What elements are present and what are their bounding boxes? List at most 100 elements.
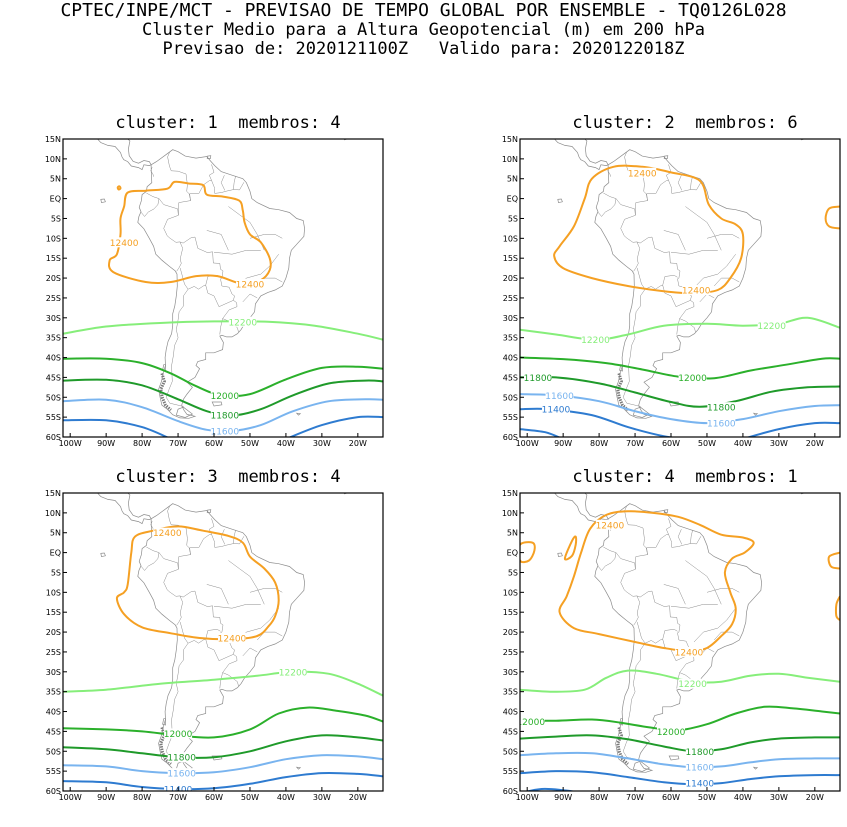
political-border — [685, 560, 722, 605]
contour-label-bg — [210, 426, 239, 437]
contour-label-bg — [595, 519, 624, 530]
lat-label: EQ — [50, 195, 61, 204]
political-border — [165, 643, 189, 762]
coastline — [594, 503, 762, 773]
lon-label: 40W — [277, 439, 295, 448]
political-border — [167, 151, 191, 216]
lat-label: 5N — [50, 175, 61, 184]
lon-label: 50W — [698, 793, 716, 802]
lat-label: 50S — [46, 747, 61, 756]
lat-label: 5N — [507, 529, 518, 538]
lon-label: 70W — [169, 793, 187, 802]
island-outline — [206, 509, 212, 513]
island-outline — [162, 718, 166, 726]
lat-label: 25S — [46, 294, 61, 303]
political-border — [624, 151, 648, 216]
lat-label: EQ — [507, 195, 518, 204]
contour-12400 — [553, 164, 745, 295]
contour-label-bg — [685, 778, 714, 789]
map-panel-cluster-2: cluster: 2 membros: 6 12400 12400 12200 122… — [485, 113, 847, 473]
coastline — [584, 139, 609, 165]
lon-label: 30W — [770, 793, 788, 802]
lat-label: 55S — [503, 767, 518, 776]
political-border — [189, 534, 212, 555]
lat-label: 15N — [502, 489, 518, 498]
political-border — [189, 180, 212, 201]
contour-label: 12200 — [678, 680, 707, 690]
island-outline — [295, 412, 302, 416]
contour-12400 — [520, 541, 536, 564]
political-border — [179, 590, 224, 634]
contour-label-bg — [520, 716, 545, 727]
contour-label-bg — [153, 527, 182, 538]
lat-label: 25S — [503, 648, 518, 657]
lat-label: 20S — [46, 274, 61, 283]
lon-label: 30W — [313, 439, 331, 448]
contour-12200 — [63, 670, 383, 697]
political-border — [690, 529, 693, 544]
political-border — [213, 604, 261, 609]
political-border — [140, 546, 160, 571]
lat-label: 25S — [46, 648, 61, 657]
map-svg: 1240012400122001200011800116001140015N10… — [45, 489, 384, 802]
contour-label-bg — [523, 372, 552, 383]
contour-11400 — [63, 418, 169, 437]
island-outline — [211, 401, 223, 407]
political-border — [597, 546, 617, 571]
island-outline — [295, 766, 302, 770]
island-outline — [752, 412, 759, 416]
lon-label: 20W — [806, 793, 824, 802]
lon-label: 80W — [590, 793, 608, 802]
lon-label: 70W — [626, 439, 644, 448]
political-border — [636, 590, 681, 634]
coastline — [584, 493, 609, 519]
political-border — [685, 206, 722, 251]
lon-label: 80W — [133, 439, 151, 448]
contour-11400 — [520, 770, 840, 786]
lon-label: 90W — [97, 439, 115, 448]
lat-label: 15S — [503, 254, 518, 263]
contour-11400 — [288, 415, 383, 437]
political-border — [693, 254, 736, 289]
island-outline — [663, 155, 669, 159]
island-outline — [557, 552, 563, 558]
political-border — [597, 192, 617, 217]
political-border — [233, 529, 236, 544]
contour-11600 — [520, 751, 840, 769]
political-border — [663, 230, 686, 251]
political-border — [228, 560, 265, 605]
contour-label-bg — [228, 316, 257, 327]
panel-title: cluster: 4 membros: 1 — [572, 467, 798, 487]
political-border — [233, 175, 236, 190]
island-outline — [557, 198, 563, 204]
lat-label: 30S — [503, 668, 518, 677]
island-outline — [206, 155, 212, 159]
lon-label: 60W — [662, 439, 680, 448]
map-content: 12400 12400 12200 12000 12000 11800 11600 11400 — [520, 493, 840, 791]
political-border — [220, 529, 226, 545]
island-outline — [752, 766, 759, 770]
map-panel-cluster-4: cluster: 4 membros: 1 12400 12400 12200 120… — [485, 467, 847, 827]
coastline — [554, 139, 609, 171]
lat-label: 20S — [503, 628, 518, 637]
lat-label: 40S — [46, 708, 61, 717]
political-border — [676, 672, 680, 689]
contour-label: 11600 — [685, 764, 714, 774]
political-border — [693, 608, 736, 643]
map-content: 12400 12400 12200 12000 11800 11600 — [63, 139, 383, 438]
political-border — [615, 198, 640, 272]
contour-label: 12000 — [657, 728, 686, 738]
lon-label: 50W — [241, 793, 259, 802]
contour-label: 11400 — [685, 780, 714, 790]
contour-11600 — [520, 393, 840, 425]
contour-label: 11400 — [542, 406, 571, 416]
lat-label: 10S — [46, 234, 61, 243]
lat-label: 10N — [502, 155, 518, 164]
contour-label: 11600 — [210, 428, 239, 438]
lat-label: 40S — [503, 708, 518, 717]
contour-label: 12000 — [210, 392, 239, 402]
lat-label: 50S — [503, 393, 518, 402]
political-border — [213, 250, 261, 255]
lon-label: 20W — [349, 793, 367, 802]
